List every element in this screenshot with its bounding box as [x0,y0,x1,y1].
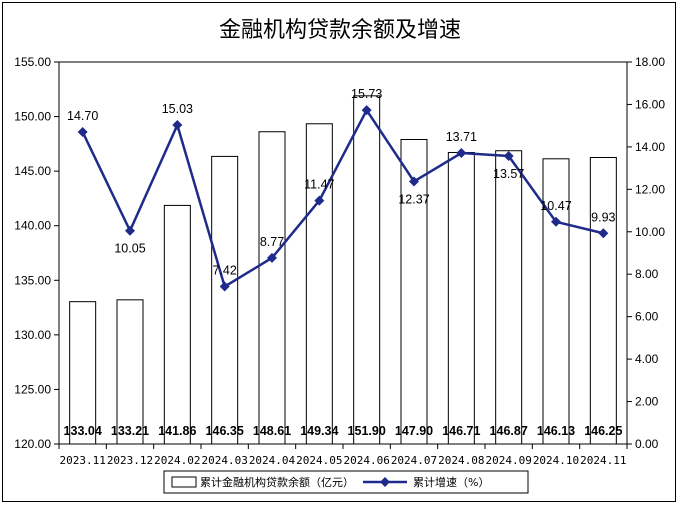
bar [542,158,570,445]
line-value-label: 15.03 [162,102,193,116]
legend-bar-swatch [171,476,197,488]
right-tick-label: 0.00 [635,437,659,451]
x-tick-label: 2024.03 [201,454,247,467]
right-tick-label: 12.00 [635,182,665,196]
right-tick-label: 2.00 [635,395,659,409]
growth-point [77,127,88,138]
bar-value-label: 146.35 [206,424,244,438]
growth-point [409,176,419,187]
growth-point [361,105,372,116]
bar [589,157,617,445]
axes-group: 120.00 125.00 130.00 135.00 140.00 145.00 150.… [14,55,665,467]
right-tick-label: 18.00 [635,55,665,69]
bar [353,95,381,445]
line-value-label: 7.42 [212,264,236,278]
bar [305,123,333,445]
bar [495,150,523,445]
right-tick-label: 6.00 [635,310,659,324]
line-value-label: 14.70 [67,109,98,123]
right-tick-label: 16.00 [635,97,665,111]
left-tick-label: 125.00 [14,382,51,396]
left-tick-label: 150.00 [14,110,51,124]
bar-value-label: 133.21 [111,424,149,438]
left-tick-label: 135.00 [14,273,51,287]
bar-value-label: 146.87 [490,424,528,438]
left-tick-label: 130.00 [14,328,51,342]
left-tick-label: 120.00 [14,437,51,451]
x-tick-label: 2024.06 [343,454,389,467]
x-tick-label: 2024.02 [154,454,200,467]
line-value-label: 10.47 [540,199,571,213]
line-value-label: 13.71 [446,130,477,144]
growth-point [551,216,561,227]
legend-line-label: 累计增速（%） [413,475,489,489]
bar-value-label: 146.71 [442,424,480,438]
growth-point [314,195,325,206]
bar [163,204,191,445]
line-group [77,105,609,292]
bar [211,155,239,445]
x-tick-label: 2024.10 [533,454,579,467]
x-tick-label: 2024.04 [249,454,296,467]
growth-point [503,151,514,162]
line-value-label: 9.93 [591,210,615,224]
growth-line [81,107,604,289]
bar [116,299,144,445]
line-value-label: 12.37 [398,192,429,206]
right-tick-label: 14.00 [635,140,665,154]
left-tick-label: 155.00 [14,55,51,69]
bars-group [69,95,617,445]
line-value-label: 11.47 [304,178,334,192]
legend-box [163,470,529,494]
x-tick-label: 2024.08 [438,454,484,467]
x-tick-label: 2024.11 [580,454,626,467]
growth-point [172,120,183,131]
bar-value-label: 151.90 [348,424,386,438]
legend: 累计金融机构贷款余额（亿元） 累计增速（%） [163,470,529,494]
bar-value-label: 133.04 [64,424,102,438]
growth-point [219,281,230,292]
right-tick-label: 4.00 [635,352,659,366]
labels-group: 133.04 133.21 141.86 146.35 148.61 149.34 151.… [64,87,623,438]
line-value-label: 13.57 [493,167,524,181]
x-tick-label: 2024.09 [485,454,531,467]
right-tick-label: 8.00 [635,267,659,281]
legend-line-marker [380,477,390,487]
bar-value-label: 147.90 [395,424,433,438]
bar-value-label: 146.13 [537,424,575,438]
x-tick-label: 2023.11 [59,454,105,467]
chart-title: 金融机构贷款余额及增速 [218,18,461,43]
left-tick-label: 145.00 [14,164,51,178]
left-tick-label: 140.00 [14,219,51,233]
bar [258,131,286,445]
bar [400,138,428,445]
x-tick-label: 2023.12 [107,454,153,467]
x-tick-label: 2024.05 [296,454,342,467]
right-tick-label: 10.00 [635,225,665,239]
bar-value-label: 148.61 [253,424,291,438]
growth-point [456,148,467,159]
bar-value-label: 146.25 [584,424,622,438]
line-value-label: 8.77 [260,235,284,249]
bar-value-label: 149.34 [300,424,338,438]
growth-point [598,228,609,239]
line-value-label: 15.73 [351,87,382,101]
bar [69,301,97,445]
bar-value-label: 141.86 [158,424,196,438]
legend-bar-label: 累计金融机构贷款余额（亿元） [200,475,354,489]
bar [447,151,475,445]
growth-point [125,225,135,236]
x-tick-label: 2024.07 [391,454,437,467]
growth-point [267,252,277,263]
line-value-label: 10.05 [114,242,145,256]
